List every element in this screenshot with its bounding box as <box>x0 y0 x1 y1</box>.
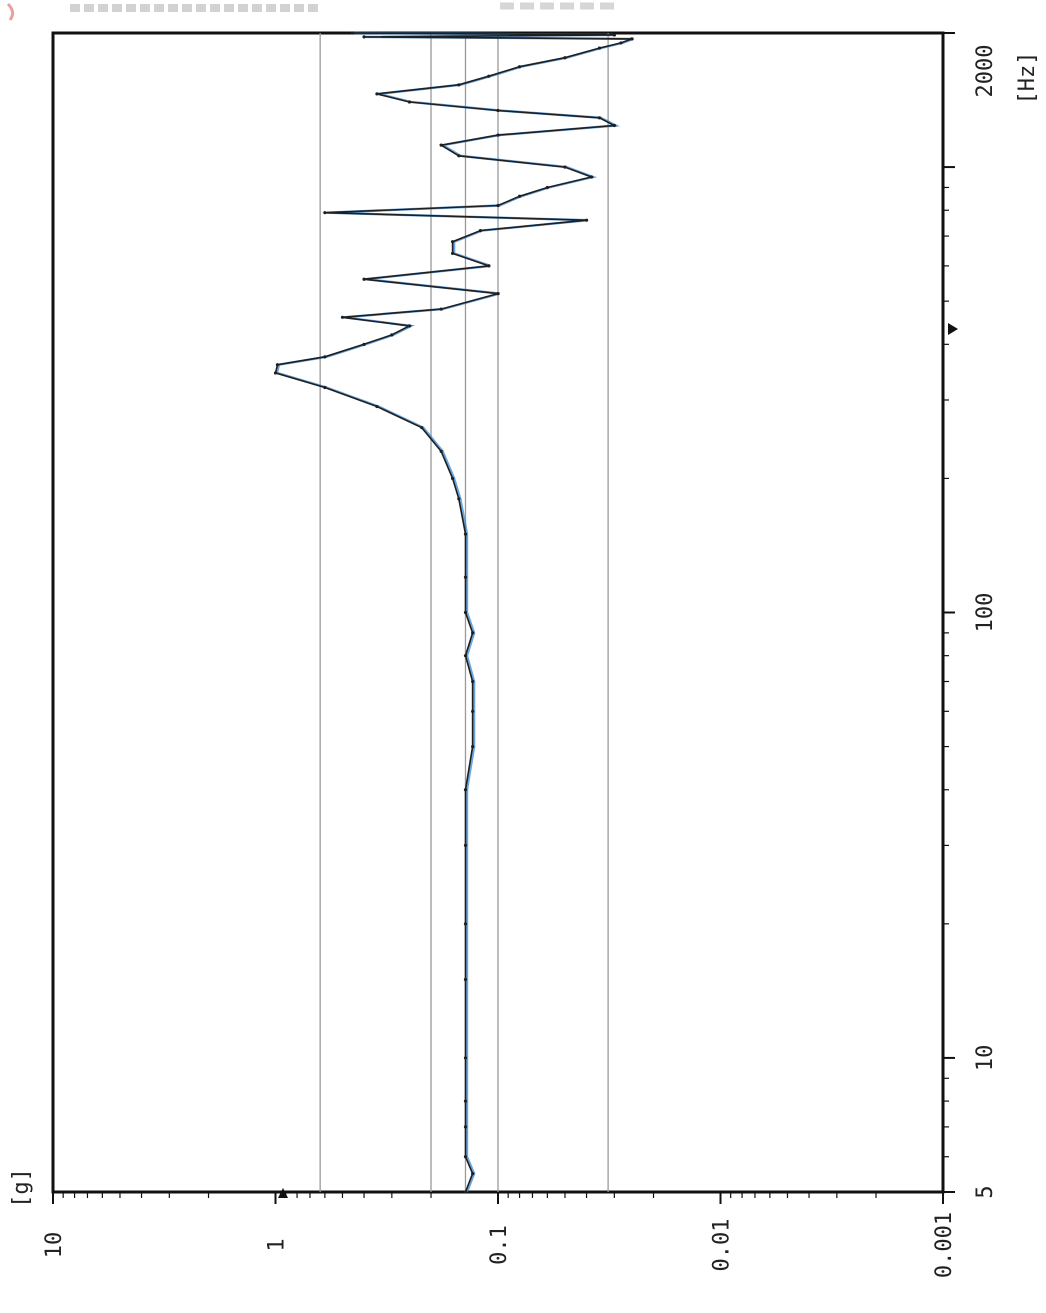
data-point <box>457 154 461 158</box>
data-point <box>463 610 468 615</box>
data-point <box>471 744 475 749</box>
y-tick-label: 0.01 <box>710 1219 735 1272</box>
data-point <box>463 1190 468 1194</box>
series-trace-line <box>274 32 633 1193</box>
y-tick-label: 1 <box>265 1238 290 1251</box>
data-point <box>612 123 616 128</box>
data-point <box>463 788 468 792</box>
data-point <box>487 74 491 78</box>
data-point <box>439 143 443 147</box>
data-point <box>563 56 567 60</box>
data-point <box>439 307 443 311</box>
x-tick-label: 2000 <box>973 45 998 98</box>
data-point <box>450 251 455 256</box>
data-point <box>517 194 522 198</box>
marker-right <box>948 323 958 335</box>
data-point <box>589 175 594 179</box>
data-point <box>463 654 468 658</box>
data-point <box>487 264 491 268</box>
data-point <box>496 108 500 113</box>
data-point <box>273 371 278 375</box>
data-point <box>439 449 443 453</box>
y-tick-label: 0.1 <box>487 1225 512 1265</box>
series-trace <box>273 31 634 1194</box>
x-axis-label: [Hz] <box>1015 52 1040 105</box>
x-tick-label: 100 <box>973 593 998 633</box>
data-point <box>545 185 549 190</box>
data-point <box>496 203 500 208</box>
data-point <box>457 497 461 501</box>
data-point <box>563 165 567 169</box>
data-point <box>450 240 455 244</box>
data-point <box>463 922 468 926</box>
data-point <box>517 65 522 69</box>
data-point <box>584 218 589 222</box>
data-point <box>463 977 468 982</box>
data-point <box>496 291 500 296</box>
axis-ticks <box>52 32 955 1204</box>
data-point <box>375 92 379 96</box>
data-point <box>390 333 394 337</box>
data-point <box>450 476 455 481</box>
data-point <box>457 83 461 87</box>
data-point <box>463 532 468 536</box>
data-point <box>407 100 412 104</box>
x-tick-label: 5 <box>973 1185 998 1198</box>
data-point <box>362 35 366 39</box>
data-point <box>463 1099 468 1103</box>
data-point <box>275 363 280 367</box>
y-axis-label: [g] <box>9 1168 34 1208</box>
data-point <box>471 1171 475 1176</box>
y-tick-label: 10 <box>42 1232 67 1259</box>
marker-bottom <box>278 1188 288 1198</box>
data-point <box>375 404 379 409</box>
data-point <box>362 277 366 281</box>
axis-labels: 10 1 0.1 0.01 0.001 [g] 5 10 100 2000 [Hz] <box>9 45 1040 1279</box>
data-point <box>463 1125 468 1129</box>
data-point <box>597 46 602 50</box>
data-point <box>630 37 634 41</box>
data-point <box>323 355 327 359</box>
data-point <box>340 315 345 319</box>
data-point <box>362 342 366 346</box>
y-tick-label: 0.001 <box>932 1212 957 1278</box>
data-point <box>496 133 500 137</box>
data-point <box>351 31 355 35</box>
data-point <box>463 575 468 579</box>
data-point <box>463 843 468 847</box>
data-point <box>471 679 475 684</box>
data-point <box>407 324 412 328</box>
scan-smudges <box>6 2 620 21</box>
data-point <box>323 211 327 215</box>
x-tick-label: 10 <box>973 1045 998 1072</box>
data-point <box>323 385 327 390</box>
data-point <box>619 41 623 45</box>
data-point <box>471 631 475 635</box>
data-point <box>612 33 616 37</box>
data-point <box>463 1056 468 1060</box>
data-point <box>478 229 482 233</box>
data-point <box>420 426 424 430</box>
data-point <box>463 1155 468 1159</box>
data-point <box>597 116 602 120</box>
data-point <box>471 709 475 713</box>
